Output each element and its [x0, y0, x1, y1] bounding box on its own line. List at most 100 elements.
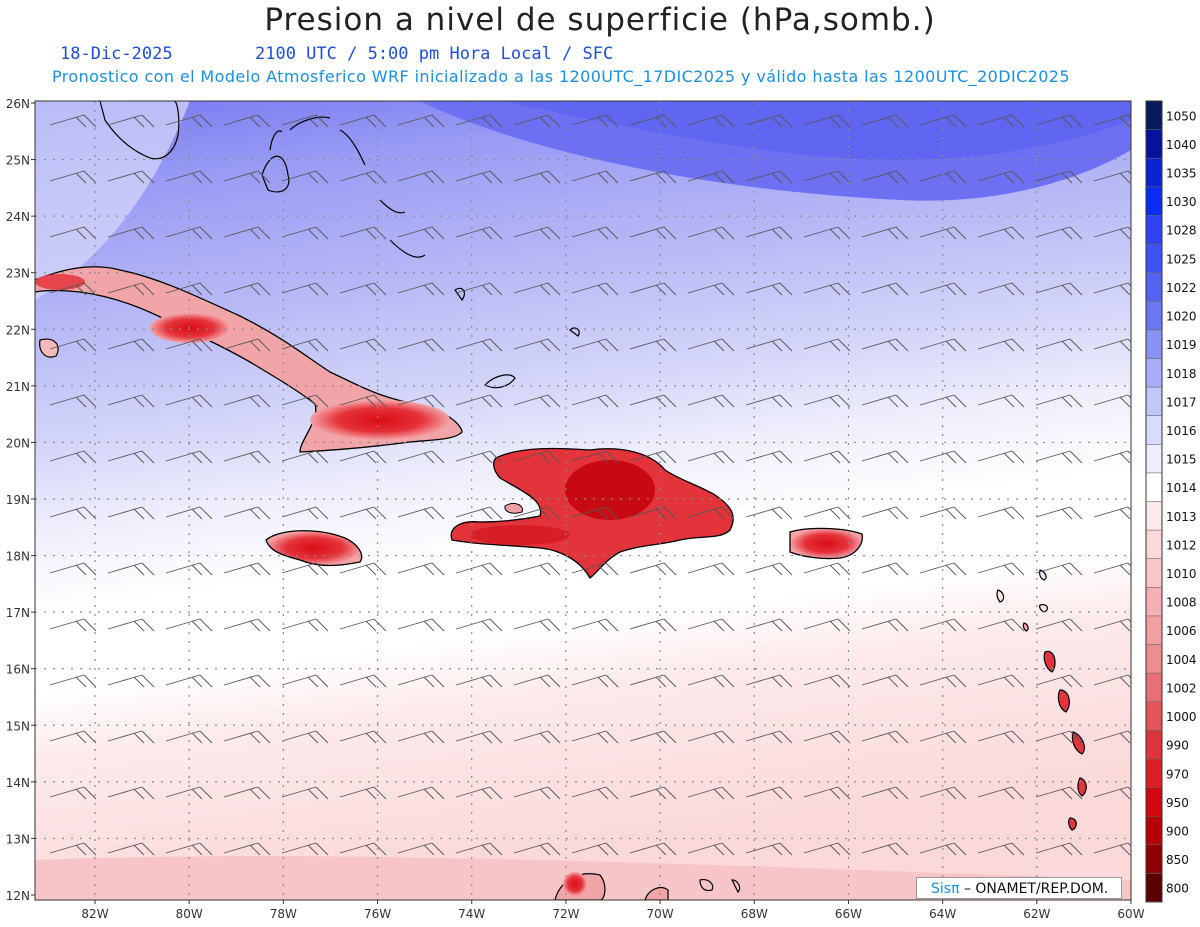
wind-barb — [107, 786, 155, 800]
legend-swatch — [1146, 730, 1162, 760]
lat-tick-label: 24N — [6, 210, 30, 224]
lat-tick-label: 22N — [6, 323, 30, 337]
axes: 26N 25N 24N 23N 22N 21N 20N 19N 18N 17N 16N 15N 14N 1… — [6, 97, 1145, 921]
wind-barb — [339, 842, 387, 856]
map-title: Presion a nivel de superficie (hPa,somb.… — [264, 2, 936, 38]
wind-barb — [1035, 450, 1083, 464]
wind-barb — [571, 562, 619, 576]
wind-barb — [281, 506, 329, 520]
wind-barb — [455, 170, 503, 184]
legend-label: 1012 — [1166, 538, 1197, 552]
legend-label: 1004 — [1166, 653, 1197, 667]
wind-barb — [455, 226, 503, 240]
plot-frame — [34, 100, 1132, 901]
legend-swatch — [1146, 501, 1162, 531]
wind-barb — [919, 618, 967, 632]
valid-date: 18-Dic-2025 — [60, 44, 173, 64]
credit-pi: π — [951, 881, 960, 897]
legend-swatch — [1146, 873, 1162, 903]
wind-barb — [49, 618, 97, 632]
wind-barb — [281, 674, 329, 688]
legend-label: 1010 — [1166, 567, 1197, 581]
wind-barb — [977, 394, 1025, 408]
wind-barb — [571, 842, 619, 856]
wind-barb — [687, 394, 735, 408]
wind-barb — [919, 730, 967, 744]
wind-barb — [223, 226, 271, 240]
legend-swatch — [1146, 186, 1162, 216]
wind-barb — [745, 450, 793, 464]
wind-barb — [397, 506, 445, 520]
wind-barb — [455, 786, 503, 800]
wind-barb — [107, 282, 155, 296]
wind-barb — [281, 114, 329, 128]
lat-tick-label: 20N — [6, 436, 30, 450]
wind-barb — [687, 170, 735, 184]
wind-barb — [919, 394, 967, 408]
wind-barb — [1093, 282, 1131, 296]
wind-barb — [339, 282, 387, 296]
wind-barb — [397, 282, 445, 296]
wind-barb — [107, 450, 155, 464]
wind-barb — [1093, 786, 1131, 800]
wind-barb — [687, 282, 735, 296]
wind-barb — [571, 282, 619, 296]
wind-barb — [977, 170, 1025, 184]
wind-barb — [629, 674, 677, 688]
wind-barb — [513, 786, 561, 800]
wind-barb — [397, 786, 445, 800]
wind-barb — [861, 506, 909, 520]
legend-label: 990 — [1166, 739, 1189, 753]
wind-barb — [339, 394, 387, 408]
wind-barb — [513, 842, 561, 856]
wind-barb — [281, 842, 329, 856]
wind-barb — [397, 618, 445, 632]
wind-barb — [339, 730, 387, 744]
wind-barb — [397, 226, 445, 240]
wind-barb — [745, 338, 793, 352]
wind-barb — [571, 786, 619, 800]
wind-barb — [1093, 170, 1131, 184]
wind-barb — [223, 618, 271, 632]
wind-barb — [977, 786, 1025, 800]
wind-barb — [165, 618, 213, 632]
wind-barb — [165, 562, 213, 576]
wind-barb — [687, 562, 735, 576]
wind-barb — [861, 450, 909, 464]
wind-barb — [687, 730, 735, 744]
wind-barb — [803, 562, 851, 576]
wind-barb — [513, 562, 561, 576]
wind-barb — [339, 114, 387, 128]
wind-barb — [571, 170, 619, 184]
wind-barb — [397, 170, 445, 184]
wind-barb — [919, 226, 967, 240]
wind-barb — [1035, 730, 1083, 744]
wind-barb — [107, 506, 155, 520]
lon-tick-label: 68W — [741, 907, 768, 921]
wind-barb — [629, 282, 677, 296]
lon-tick-label: 76W — [364, 907, 391, 921]
wind-barb — [339, 226, 387, 240]
wind-barb — [1093, 618, 1131, 632]
legend-label: 1018 — [1166, 367, 1197, 381]
legend-swatch — [1146, 558, 1162, 588]
wind-barb — [861, 842, 909, 856]
legend-label: 850 — [1166, 853, 1189, 867]
legend-swatch — [1146, 787, 1162, 817]
legend-swatch — [1146, 387, 1162, 417]
wind-barb — [919, 114, 967, 128]
wind-barb — [919, 786, 967, 800]
wind-barb — [919, 674, 967, 688]
legend-swatch — [1146, 615, 1162, 646]
wind-barb — [455, 506, 503, 520]
lon-tick-label: 82W — [81, 907, 108, 921]
wind-barb — [803, 674, 851, 688]
credit-sis: Sis — [931, 881, 952, 897]
wind-barb — [281, 282, 329, 296]
wind-barb — [49, 674, 97, 688]
lon-tick-label: 78W — [270, 907, 297, 921]
credit-org: – ONAMET/REP.DOM. — [959, 881, 1109, 897]
wind-barb — [397, 562, 445, 576]
wind-barb — [687, 450, 735, 464]
legend-label: 1008 — [1166, 596, 1197, 610]
